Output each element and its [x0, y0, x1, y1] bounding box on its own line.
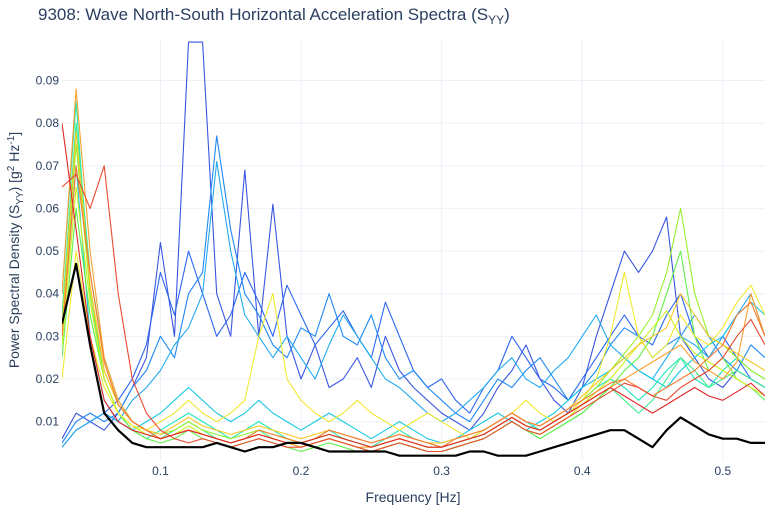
y-tick-label: 0.01	[36, 415, 60, 429]
y-tick-label: 0.03	[36, 329, 60, 343]
x-tick-label: 0.5	[714, 464, 731, 478]
y-tick-label: 0.02	[36, 372, 60, 386]
y-tick-label: 0.06	[36, 201, 60, 215]
y-tick-label: 0.07	[36, 159, 60, 173]
gridlines	[62, 40, 765, 460]
x-tick-label: 0.2	[293, 464, 310, 478]
y-tick-label: 0.05	[36, 244, 60, 258]
spectrum-line	[62, 123, 765, 448]
x-tick-label: 0.4	[574, 464, 591, 478]
spectrum-line	[62, 101, 765, 448]
spectrum-line	[62, 165, 765, 444]
spectrum-line	[62, 165, 765, 453]
chart-title: 9308: Wave North-South Horizontal Accele…	[38, 5, 510, 27]
spectrum-line	[62, 143, 765, 448]
spectrum-line	[62, 160, 765, 448]
y-tick-label: 0.04	[36, 287, 60, 301]
spectrum-line	[62, 250, 765, 440]
x-axis-title: Frequency [Hz]	[366, 489, 461, 505]
spectrum-line	[62, 186, 765, 453]
tick-labels: 0.1 0.2 0.3 0.4 0.5 0.01 0.02 0.03 0.04 0.05 0.06 0…	[36, 74, 732, 478]
spectrum-line	[62, 88, 765, 448]
y-tick-label: 0.09	[36, 74, 60, 88]
x-tick-label: 0.1	[152, 464, 169, 478]
y-tick-label: 0.08	[36, 116, 60, 130]
series-lines	[62, 41, 765, 457]
spectrum-line	[62, 41, 765, 439]
mean-spectrum-line	[62, 262, 765, 457]
x-tick-label: 0.3	[433, 464, 450, 478]
y-axis-title: Power Spectral Density (SYY) [g2 Hz-1]	[6, 132, 26, 368]
